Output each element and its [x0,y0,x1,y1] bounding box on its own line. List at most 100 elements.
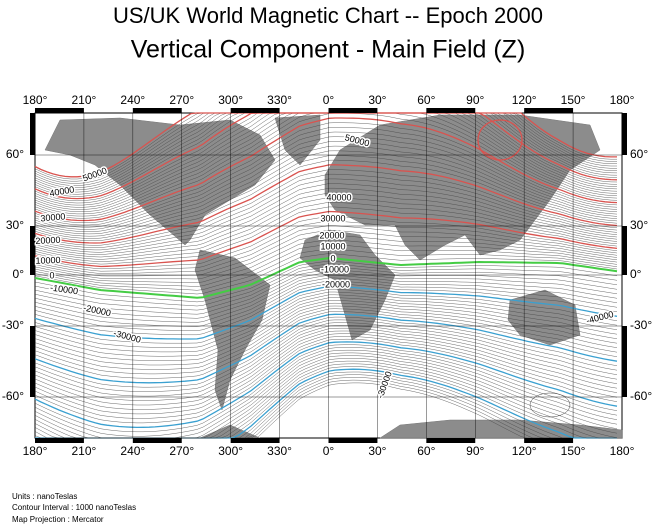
frame-bar [230,108,280,113]
contour-label-text: -20000 [322,279,350,289]
contour-line [34,266,618,311]
longitude-label: 300° [218,93,243,107]
contour-line [34,280,618,331]
contour-line [34,347,618,437]
contour-line [34,277,618,327]
contour-line [34,220,618,272]
frame-bar [426,108,476,113]
contour-line [34,305,618,370]
contour-line [34,313,618,384]
contour-label-text: -10000 [321,264,349,274]
contour-line [34,215,618,270]
frame-bar [622,113,627,155]
contour-line [34,322,618,397]
contour-line [34,285,618,340]
frame-bar [30,113,35,155]
longitude-label: 330° [267,93,292,107]
contour-line [34,294,618,353]
frame-bar [524,438,574,443]
contour-line [34,248,618,291]
contour-line [34,350,618,439]
frame-bar [622,226,627,275]
contour-line [34,283,618,335]
contour-pole [529,392,571,418]
contour-line [34,263,618,307]
contour-line [34,289,618,344]
longitude-label: 30° [368,93,386,107]
longitude-label: 180° [610,93,635,107]
longitude-label: 180° [610,444,635,458]
contour-line [34,328,618,406]
contour-label: 20000 [318,229,346,242]
longitude-label: 240° [120,93,145,107]
contour-label: 0 [329,252,337,265]
note: Contour Interval : 1000 nanoTeslas [12,503,136,512]
longitude-label: 60° [417,93,435,107]
contour-line [34,136,618,230]
frame-bar [622,326,627,397]
contour-line [34,271,618,319]
contour-line [34,311,618,379]
longitude-label: 180° [23,444,48,458]
subtitle: Vertical Component - Main Field (Z) [131,36,526,64]
graticule [30,108,627,443]
contour-line [34,169,618,246]
frame-bar [230,438,280,443]
frame-bar [132,108,182,113]
contour-line [34,330,618,410]
longitude-label: 0° [323,444,335,458]
contour-label-text: 30000 [320,213,345,223]
contour-line [34,297,618,357]
frame-bar [328,108,378,113]
contour-line [34,150,618,237]
contour-line [34,113,618,219]
contour-line [34,206,618,265]
longitude-label: 90° [466,93,484,107]
contour-label-text: 20000 [35,235,61,246]
longitude-label: 270° [169,444,194,458]
latitude-label: 60° [6,147,24,161]
longitude-label: 210° [72,93,97,107]
contour-label-text: 0 [49,270,54,280]
contour-line [34,300,618,361]
title: US/UK World Magnetic Chart -- Epoch 2000 [113,3,543,28]
contour-label: -20000 [320,278,351,291]
note: Units : nanoTeslas [12,492,77,501]
contour-line [34,274,618,323]
contour-line [34,243,618,287]
latitude-label: 0° [630,267,642,281]
frame-bar [132,438,182,443]
contour-label-text: 20000 [319,230,344,240]
contour-line [34,253,618,295]
contour-line [34,183,618,253]
contour-line [34,131,618,228]
frame-bar [30,226,35,275]
contour-pole [477,119,523,161]
longitude-label: 150° [561,93,586,107]
contour-line [34,188,618,255]
eurasia [324,114,601,261]
contour-line [34,117,618,222]
latitude-label: 30° [6,218,24,232]
contour-line [34,325,618,401]
contour-line [34,122,618,223]
contour-label-text: 30000 [40,211,66,223]
latitude-label: 0° [13,267,25,281]
contour-line [34,159,618,241]
contour-line [34,127,618,226]
contour-zero [34,257,618,299]
contour-line [34,164,618,244]
contour-line [34,336,618,419]
frame-bar [35,438,84,443]
longitude-label: 240° [120,444,145,458]
longitude-label: 300° [218,444,243,458]
contour-line [34,319,618,392]
latitude-label: 30° [630,218,648,232]
contour-line [34,333,618,415]
south-america [194,249,271,411]
axis-labels: 180° 180° 210° 210° 240° 240° 270° 270° 300° 300°… [2,93,653,458]
contour-label: 10000 [319,240,347,253]
contour-line [34,201,618,262]
longitude-label: 0° [323,93,335,107]
